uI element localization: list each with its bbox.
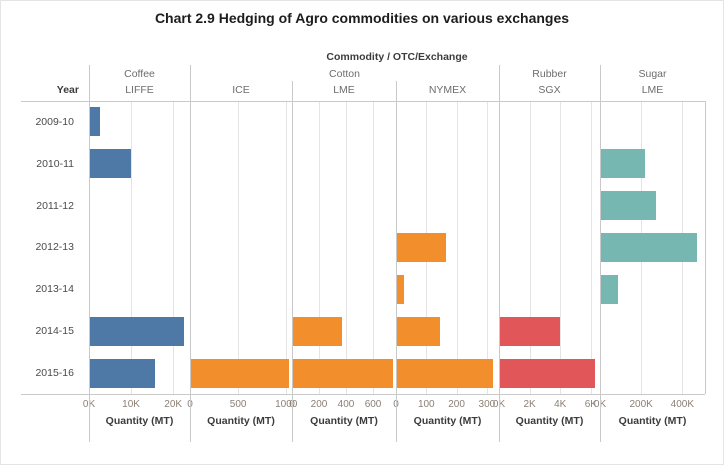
- bar-nymex-2012-13: [396, 233, 446, 262]
- column-divider: [190, 65, 191, 442]
- tick-label: 600: [364, 399, 382, 410]
- bar-nymex-2013-14: [396, 274, 404, 304]
- axis-title-quantity: Quantity (MT): [207, 415, 275, 427]
- panel-rubber-sgx: [499, 101, 600, 394]
- bar-nymex-2015-16: [396, 358, 493, 388]
- gridline: [319, 101, 320, 394]
- year-label: 2015-16: [35, 367, 74, 380]
- tick-label: 2K: [523, 399, 536, 410]
- gridline: [373, 101, 375, 394]
- x-axis-ice: 05001000: [187, 399, 297, 411]
- column-divider: [499, 65, 500, 442]
- tick-label: 4K: [554, 399, 567, 410]
- tick-label: 200: [448, 399, 465, 410]
- bar-sgx-2014-15: [499, 316, 561, 346]
- bar-lme-2015-16: [292, 358, 394, 388]
- year-label: 2010-11: [36, 157, 74, 170]
- exchange-header-lme: LME: [333, 84, 355, 96]
- year-label: 2014-15: [35, 325, 74, 338]
- bar-lme-2014-15: [292, 316, 342, 346]
- panel-coffee-liffe: [89, 101, 190, 394]
- column-divider: [396, 81, 397, 442]
- bar-liffe-2009-10: [89, 107, 100, 137]
- bar-liffe-2010-11: [89, 149, 132, 179]
- x-axis-liffe: 0K10K20K: [83, 399, 190, 411]
- gridline: [560, 101, 562, 394]
- axis-title-quantity: Quantity (MT): [618, 415, 687, 427]
- bar-lme-2012-13: [600, 233, 697, 262]
- chart-title: Chart 2.9 Hedging of Agro commodities on…: [154, 10, 570, 26]
- group-header-rubber: Rubber: [532, 68, 567, 80]
- tick-label: 1000: [275, 399, 298, 410]
- tick-label: 200K: [629, 399, 653, 410]
- exchange-header-ice: ICE: [232, 84, 250, 96]
- gridline: [529, 101, 531, 394]
- gridline: [238, 101, 240, 394]
- row-axis-title: Year: [56, 84, 79, 96]
- x-axis-baseline: [21, 394, 705, 395]
- gridline: [286, 101, 288, 394]
- year-label: 2009-10: [35, 115, 74, 128]
- tick-label: 6K: [584, 399, 597, 410]
- panel-cotton-ice: [190, 101, 292, 394]
- x-axis-lme: 0K200K400K: [594, 399, 705, 411]
- year-label: 2013-14: [35, 283, 74, 296]
- exchange-header-sgx: SGX: [538, 84, 561, 96]
- tick-label: 10K: [122, 399, 140, 410]
- bar-ice-2015-16: [190, 358, 290, 388]
- column-axis-title: Commodity / OTC/Exchange: [326, 51, 468, 63]
- bar-lme-2013-14: [600, 274, 618, 304]
- bar-lme-2010-11: [600, 149, 646, 179]
- bar-sgx-2015-16: [499, 358, 596, 388]
- year-axis: 2009-10 2010-11 2011-12 2012-13 2013-14 2014-…: [1, 101, 81, 394]
- exchange-header-lme: LME: [641, 84, 664, 96]
- gridline: [131, 101, 133, 394]
- bar-liffe-2015-16: [89, 358, 156, 388]
- gridline: [486, 101, 488, 394]
- bar-nymex-2014-15: [396, 316, 440, 346]
- bar-liffe-2014-15: [89, 316, 185, 346]
- gridline: [346, 101, 348, 394]
- tick-label: 300: [478, 399, 496, 410]
- gridline: [590, 101, 592, 394]
- column-divider: [292, 81, 293, 442]
- group-header-coffee: Coffee: [124, 68, 155, 80]
- gridline: [173, 101, 175, 394]
- x-axis-nymex: 0100200300: [393, 399, 499, 411]
- exchange-header-liffe: LIFFE: [125, 84, 154, 96]
- panel-sugar-lme: [600, 101, 705, 394]
- bar-lme-2011-12: [600, 191, 656, 221]
- tick-label: 20K: [164, 399, 183, 410]
- year-label: 2011-12: [36, 199, 74, 212]
- axis-title-quantity: Quantity (MT): [105, 415, 174, 427]
- tick-label: 400K: [670, 399, 695, 410]
- tick-label: 400: [337, 399, 355, 410]
- gridline: [456, 101, 458, 394]
- panel-cotton-lme: [292, 101, 396, 394]
- x-axis-lme: 0200400600: [289, 399, 396, 411]
- tick-label: 200: [310, 399, 328, 410]
- year-label: 2012-13: [35, 241, 74, 254]
- header-separator-line: [21, 101, 705, 102]
- exchange-header-nymex: NYMEX: [428, 84, 467, 96]
- axis-title-quantity: Quantity (MT): [413, 415, 482, 427]
- axis-title-quantity: Quantity (MT): [515, 415, 584, 427]
- tick-label: 500: [229, 399, 247, 410]
- x-axis-sgx: 0K2K4K6K: [493, 399, 600, 411]
- group-header-cotton: Cotton: [329, 68, 360, 80]
- row-header-divider: [89, 65, 90, 442]
- axis-title-quantity: Quantity (MT): [310, 415, 378, 427]
- panel-cotton-nymex: [396, 101, 499, 394]
- plot-right-border: [705, 101, 706, 394]
- column-divider: [600, 65, 601, 442]
- group-header-sugar: Sugar: [638, 68, 667, 80]
- tick-label: 100: [417, 399, 435, 410]
